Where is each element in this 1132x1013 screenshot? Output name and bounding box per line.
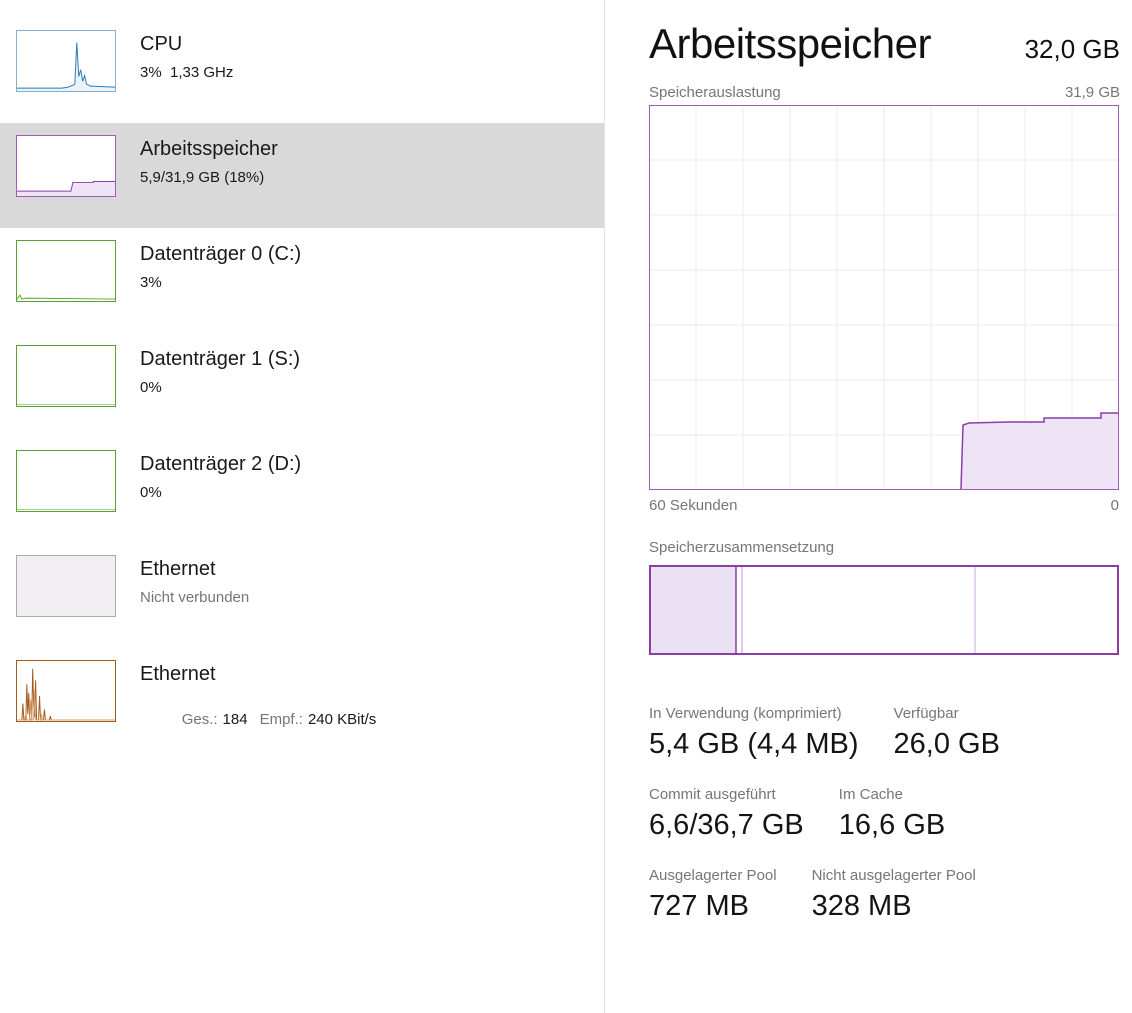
usage-chart-max: 31,9 GB <box>1064 84 1120 102</box>
ethernet-received-value: 240 KBit/s <box>307 711 377 728</box>
stat-available: Verfügbar 26,0 GB <box>893 705 1000 761</box>
sidebar-item-disk-0[interactable]: Datenträger 0 (C:) 3% <box>0 228 604 333</box>
memory-composition-bar <box>649 565 1119 656</box>
sidebar-cpu-title: CPU <box>140 33 183 55</box>
usage-chart-header: Speicherauslastung 31,9 GB <box>649 84 1120 101</box>
sidebar-cpu-stats: 3% 1,33 GHz <box>140 64 234 81</box>
memory-mini-chart <box>16 135 116 197</box>
usage-chart-label: Speicherauslastung <box>649 84 781 102</box>
axis-left-label: 60 Sekunden <box>649 497 738 515</box>
sidebar-item-ethernet[interactable]: Ethernet Ges.: 184 Empf.: 240 KBit/s <box>0 648 604 753</box>
sidebar-item-disk-2[interactable]: Datenträger 2 (D:) 0% <box>0 438 604 543</box>
axis-right-label: 0 <box>1110 497 1119 515</box>
sidebar-memory-stats: 5,9/31,9 GB (18%) <box>140 169 265 186</box>
disk2-mini-chart <box>16 450 116 512</box>
ethernet-total-label: Ges.: <box>181 711 218 728</box>
sidebar-disk0-title: Datenträger 0 (C:) <box>140 243 302 265</box>
sidebar-item-memory[interactable]: Arbeitsspeicher 5,9/31,9 GB (18%) <box>0 123 604 228</box>
performance-sidebar: CPU 3% 1,33 GHz Arbeitsspeicher 5,9/31,9… <box>0 0 605 1013</box>
memory-header: Arbeitsspeicher 32,0 GB <box>649 20 1120 68</box>
sidebar-disk2-title: Datenträger 2 (D:) <box>140 453 302 475</box>
memory-stats: In Verwendung (komprimiert) 5,4 GB (4,4 … <box>649 705 1120 923</box>
stat-paged-pool: Ausgelagerter Pool 727 MB <box>649 867 777 923</box>
ethernet-received-label: Empf.: <box>259 711 303 728</box>
sidebar-item-ethernet-disconnected[interactable]: Ethernet Nicht verbunden <box>0 543 604 648</box>
stat-row: In Verwendung (komprimiert) 5,4 GB (4,4 … <box>649 705 1120 761</box>
sidebar-ethernet1-title: Ethernet <box>140 558 216 580</box>
sidebar-disk1-stats: 0% <box>140 379 162 396</box>
disk1-mini-chart <box>16 345 116 407</box>
ethernet-disconnected-mini-chart <box>16 555 116 617</box>
cpu-mini-chart <box>16 30 116 92</box>
memory-usage-chart <box>649 105 1119 491</box>
stat-non-paged-pool: Nicht ausgelagerter Pool 328 MB <box>811 867 976 923</box>
sidebar-ethernet2-stats: Ges.: 184 Empf.: 240 KBit/s <box>140 694 388 745</box>
stat-in-use: In Verwendung (komprimiert) 5,4 GB (4,4 … <box>649 705 859 761</box>
memory-detail-panel: Arbeitsspeicher 32,0 GB Speicherauslastu… <box>605 0 1132 1013</box>
sidebar-ethernet2-title: Ethernet <box>140 663 216 685</box>
stat-row: Commit ausgeführt 6,6/36,7 GB Im Cache 1… <box>649 786 1120 842</box>
disk0-mini-chart <box>16 240 116 302</box>
sidebar-disk0-stats: 3% <box>140 274 162 291</box>
sidebar-disk2-stats: 0% <box>140 484 162 501</box>
memory-capacity: 32,0 GB <box>1024 34 1120 64</box>
composition-label: Speicherzusammensetzung <box>649 539 835 557</box>
page-title: Arbeitsspeicher <box>649 20 931 67</box>
sidebar-item-disk-1[interactable]: Datenträger 1 (S:) 0% <box>0 333 604 438</box>
sidebar-item-cpu[interactable]: CPU 3% 1,33 GHz <box>0 18 604 123</box>
sidebar-disk1-title: Datenträger 1 (S:) <box>140 348 301 370</box>
sidebar-ethernet1-status: Nicht verbunden <box>140 589 250 606</box>
stat-cached: Im Cache 16,6 GB <box>838 786 946 842</box>
ethernet-mini-chart <box>16 660 116 722</box>
ethernet-total-value: 184 <box>222 711 248 728</box>
usage-chart-axis: 60 Sekunden 0 <box>649 497 1119 514</box>
stat-committed: Commit ausgeführt 6,6/36,7 GB <box>649 786 804 842</box>
sidebar-memory-title: Arbeitsspeicher <box>140 138 278 160</box>
stat-row: Ausgelagerter Pool 727 MB Nicht ausgelag… <box>649 867 1120 923</box>
